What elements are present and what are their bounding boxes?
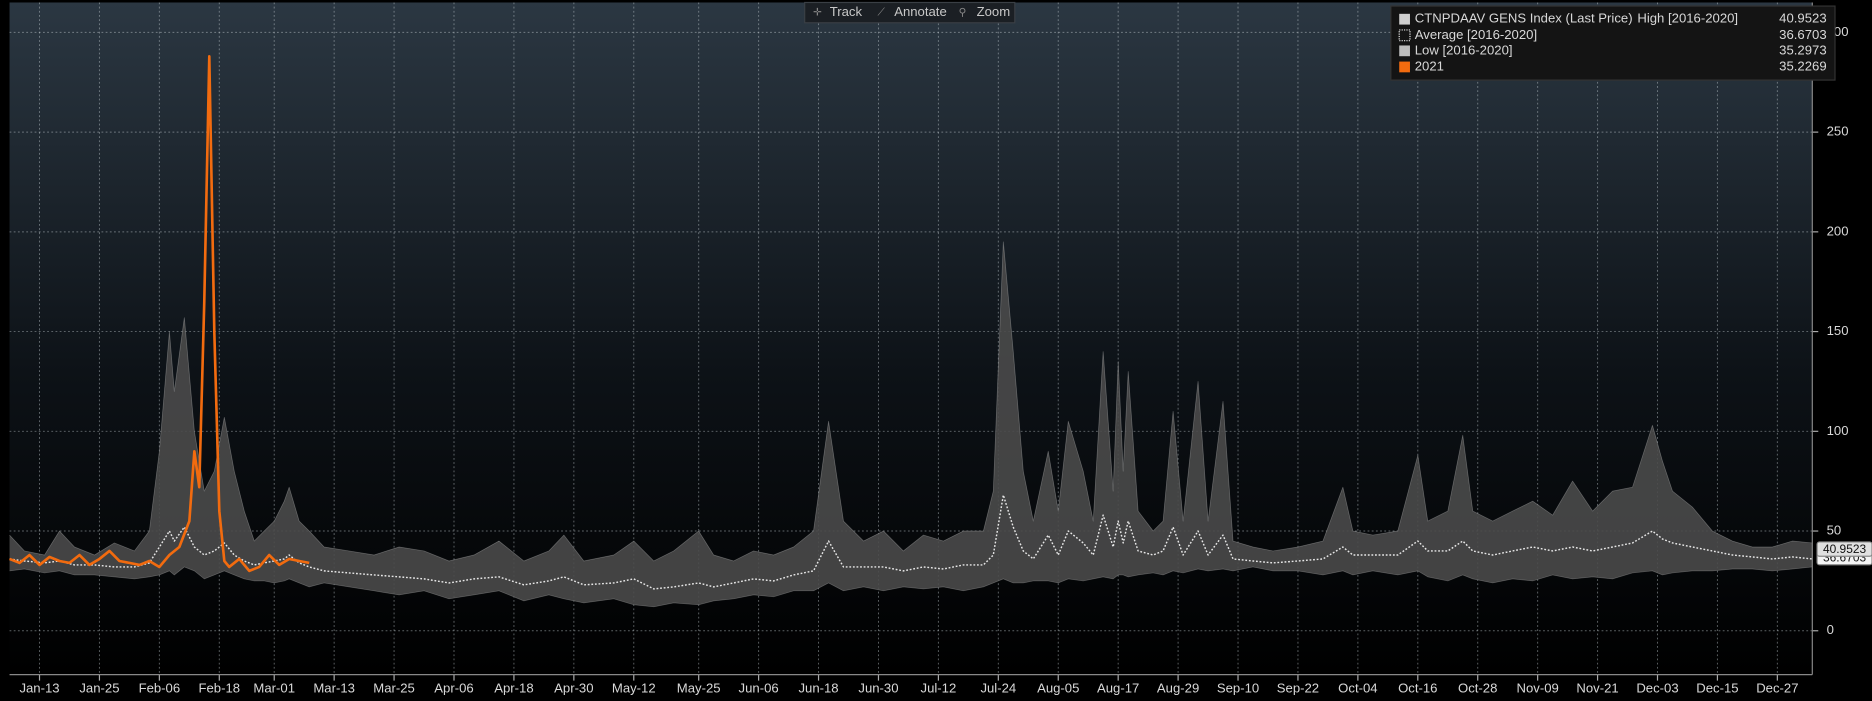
marks — [9, 55, 1813, 608]
legend-label: Average [2016-2020] — [1415, 27, 1537, 42]
y-tick-label: 50 — [1827, 523, 1842, 538]
x-tick-label: Apr-30 — [554, 680, 593, 695]
x-tick-label: Jan-13 — [19, 680, 59, 695]
legend-swatch — [1399, 13, 1410, 25]
series-line — [9, 566, 1813, 608]
x-tick-label: Mar-25 — [373, 680, 415, 695]
legend-swatch — [1398, 29, 1411, 42]
zoom-icon: ⚲ — [959, 6, 967, 18]
toolbar: ✛ Track ⟋ Annotate ⚲ Zoom — [804, 1, 1016, 24]
x-tick-label: May-12 — [612, 680, 656, 695]
x-tick-label: Apr-06 — [434, 680, 473, 695]
legend-swatch — [1399, 61, 1410, 73]
x-tick-label: Oct-28 — [1458, 680, 1497, 695]
y-tick-label: 100 — [1827, 423, 1849, 438]
series-line — [9, 241, 1813, 562]
y-tick-label: 250 — [1827, 124, 1849, 139]
x-tick-label: Dec-15 — [1696, 680, 1738, 695]
x-tick-label: Sep-22 — [1277, 680, 1319, 695]
track-button[interactable]: ✛ Track — [813, 4, 862, 19]
x-tick-label: Oct-04 — [1338, 680, 1377, 695]
legend-box — [1390, 5, 1836, 81]
x-tick-label: Jun-18 — [798, 680, 838, 695]
x-tick-label: Jan-25 — [79, 680, 119, 695]
zoom-label[interactable]: Zoom — [977, 4, 1011, 19]
x-tick-label: Dec-27 — [1756, 680, 1798, 695]
legend-label: 2021 — [1415, 58, 1444, 73]
legend-label: High [2016-2020] — [1637, 11, 1738, 26]
legend-value: 35.2269 — [1779, 58, 1826, 73]
x-tick-label: Jun-30 — [858, 680, 898, 695]
x-tick-label: May-25 — [677, 680, 721, 695]
toolbar-box — [804, 1, 1016, 24]
annotate-icon: ⟋ — [878, 6, 886, 18]
value-tag-label: 40.9523 — [1823, 542, 1866, 556]
x-tick-label: Jul-12 — [921, 680, 957, 695]
x-tick-label: Oct-16 — [1398, 680, 1437, 695]
x-tick-label: Aug-05 — [1037, 680, 1079, 695]
band-fill — [9, 241, 1813, 607]
x-tick-label: Jun-06 — [739, 680, 779, 695]
x-tick-label: Feb-06 — [139, 680, 181, 695]
x-tick-label: Feb-18 — [198, 680, 240, 695]
value-tag — [1816, 541, 1872, 557]
series-line — [9, 494, 1813, 590]
x-tick-label: Dec-03 — [1636, 680, 1678, 695]
track-icon: ✛ — [813, 6, 822, 18]
y-tick-label: 200 — [1827, 223, 1849, 238]
annotate-label[interactable]: Annotate — [894, 4, 947, 19]
series-line — [9, 55, 310, 573]
annotate-button[interactable]: ⟋ Annotate — [878, 4, 947, 19]
legend-value: 40.9523 — [1779, 11, 1826, 26]
x-tick-label: Apr-18 — [494, 680, 533, 695]
legend-swatch — [1399, 45, 1410, 57]
legend: CTNPDAAV GENS Index (Last Price) High [20… — [1390, 5, 1836, 81]
track-label[interactable]: Track — [830, 4, 863, 19]
x-tick-label: Sep-10 — [1217, 680, 1259, 695]
legend-title: CTNPDAAV GENS Index (Last Price) — [1415, 11, 1633, 26]
x-tick-label: Mar-13 — [313, 680, 355, 695]
y-tick-label: 150 — [1827, 323, 1849, 338]
x-tick-label: Jul-24 — [980, 680, 1016, 695]
legend-label: Low [2016-2020] — [1415, 42, 1513, 57]
x-tick-label: Aug-29 — [1157, 680, 1199, 695]
x-tick-label: Nov-09 — [1516, 680, 1558, 695]
zoom-button[interactable]: ⚲ Zoom — [959, 4, 1011, 19]
y-tick-label: 0 — [1827, 622, 1834, 637]
x-tick-label: Mar-01 — [253, 680, 295, 695]
x-tick-label: Nov-21 — [1576, 680, 1618, 695]
x-tick-label: Aug-17 — [1097, 680, 1139, 695]
legend-value: 36.6703 — [1779, 27, 1826, 42]
legend-value: 35.2973 — [1779, 42, 1826, 57]
